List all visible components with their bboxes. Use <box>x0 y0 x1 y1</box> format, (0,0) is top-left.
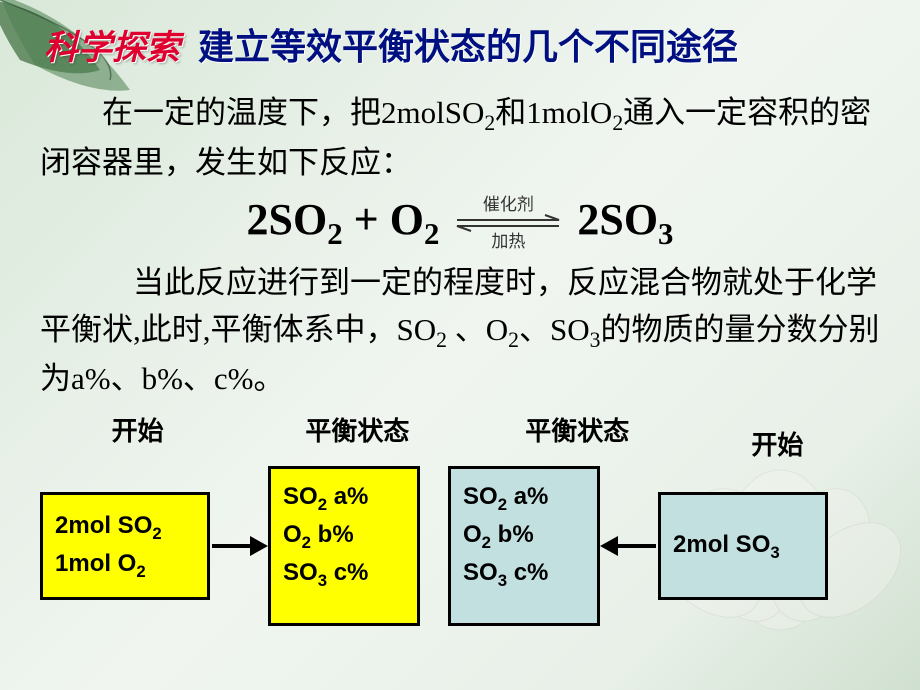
box-eq-left-line1: SO2 a% <box>283 479 405 517</box>
box-eq-left: SO2 a% O2 b% SO3 c% <box>268 466 420 626</box>
box-start-left-line1: 2mol SO2 <box>55 508 195 546</box>
box-start-right-line1: 2mol SO3 <box>673 527 813 565</box>
paragraph-2: 当此反应进行到一定的程度时，反应混合物就处于化学平衡状,此时,平衡体系中，SO2… <box>40 260 880 403</box>
equation-annotation-top: 催化剂 <box>483 196 534 213</box>
box-start-left: 2mol SO2 1mol O2 <box>40 492 210 600</box>
arrow-left-1 <box>600 486 658 606</box>
box-eq-right-line3: SO3 c% <box>463 555 585 593</box>
label-eq-right: 平衡状态 <box>480 411 675 462</box>
equation-annotation-bottom: 加热 <box>491 233 525 250</box>
title-row: 科学探索 建立等效平衡状态的几个不同途径 <box>44 18 880 70</box>
box-eq-right-line1: SO2 a% <box>463 479 585 517</box>
slide-page: 科学探索 建立等效平衡状态的几个不同途径 在一定的温度下，把2molSO2和1m… <box>0 0 920 690</box>
box-start-right: 2mol SO3 <box>658 492 828 600</box>
diagram: 开始 平衡状态 平衡状态 开始 2mol SO2 1mol O2 SO2 a% … <box>40 411 880 626</box>
label-eq-left: 平衡状态 <box>235 411 479 462</box>
box-eq-right-line2: O2 b% <box>463 517 585 555</box>
box-start-left-line2: 1mol O2 <box>55 546 195 584</box>
box-eq-right: SO2 a% O2 b% SO3 c% <box>448 466 600 626</box>
diagram-labels: 开始 平衡状态 平衡状态 开始 <box>40 411 880 462</box>
box-eq-left-line2: O2 b% <box>283 517 405 555</box>
box-eq-left-line3: SO3 c% <box>283 555 405 593</box>
diagram-boxes: 2mol SO2 1mol O2 SO2 a% O2 b% SO3 c% SO2… <box>40 466 880 626</box>
equation-rhs: 2SO3 <box>577 194 673 252</box>
title-main: 建立等效平衡状态的几个不同途径 <box>198 18 738 70</box>
equation-lhs: 2SO2 + O2 <box>247 194 440 252</box>
equilibrium-arrow: 催化剂 加热 <box>453 196 563 250</box>
arrow-right-1 <box>210 486 268 606</box>
title-prefix: 科学探索 <box>44 20 180 69</box>
chemical-equation: 2SO2 + O2 催化剂 加热 2SO3 <box>40 194 880 252</box>
label-start-left: 开始 <box>40 411 235 462</box>
paragraph-1: 在一定的温度下，把2molSO2和1molO2通入一定容积的密闭容器里，发生如下… <box>40 90 880 186</box>
label-start-right: 开始 <box>675 425 880 462</box>
